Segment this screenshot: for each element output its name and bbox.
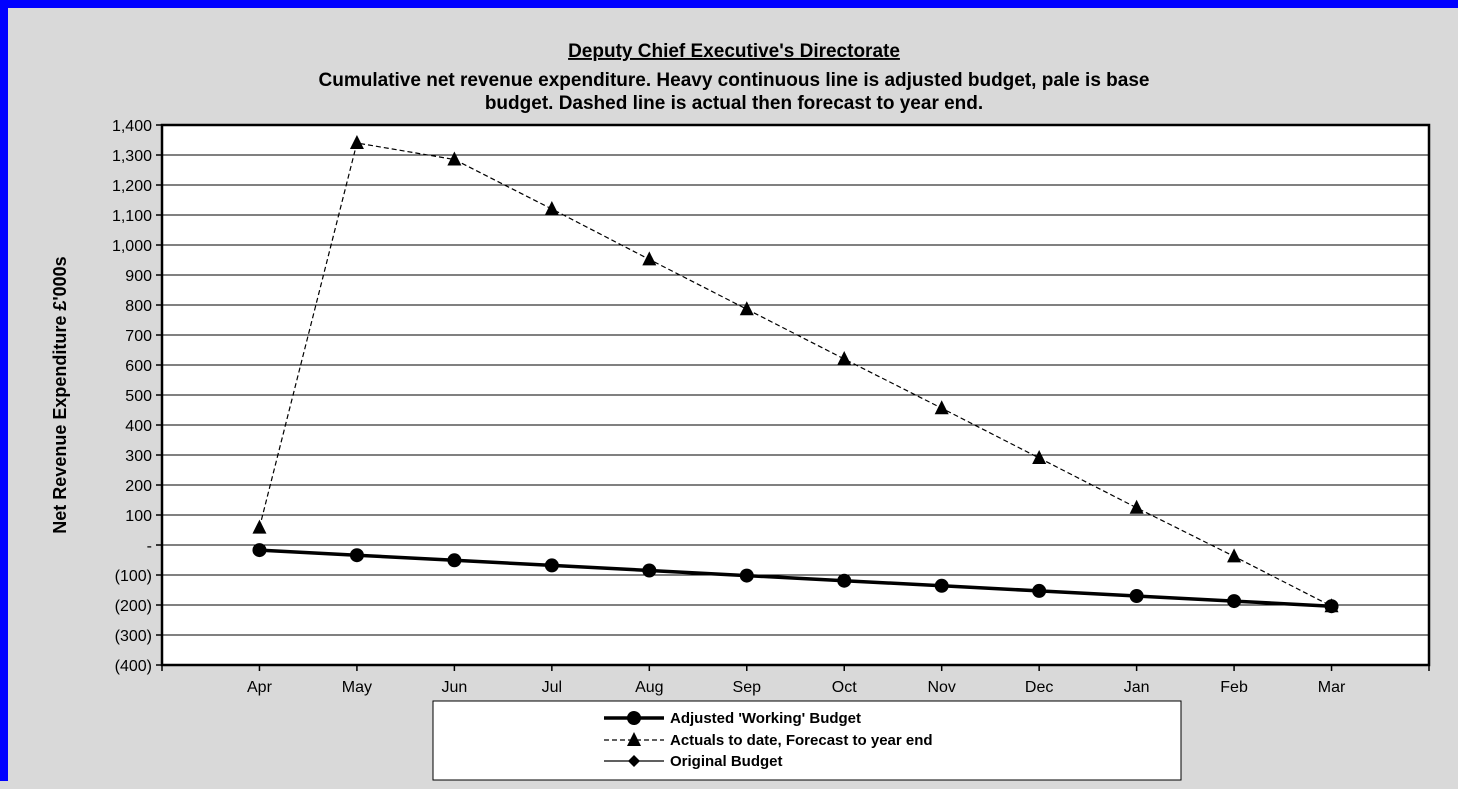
series-layer bbox=[252, 135, 1339, 614]
y-tick-label: (100) bbox=[115, 568, 152, 585]
x-tick-label: Mar bbox=[1318, 679, 1346, 696]
x-axis-ticks: Apr May Jun Jul Aug Sep Oct Nov Dec Jan Feb Mar bbox=[161, 665, 1430, 696]
y-tick-label: 300 bbox=[125, 448, 152, 465]
y-tick-label: 1,000 bbox=[112, 238, 152, 255]
data-point-circle bbox=[1324, 599, 1339, 614]
legend-label: Actuals to date, Forecast to year end bbox=[670, 732, 933, 749]
data-point-triangle bbox=[837, 351, 852, 365]
legend-label: Original Budget bbox=[670, 753, 783, 770]
data-point-circle bbox=[252, 543, 267, 558]
y-tick-label: 1,400 bbox=[112, 118, 152, 135]
y-axis-ticks: 1,400 1,300 1,200 1,100 1,000 900 800 700 600 500… bbox=[112, 118, 162, 675]
legend-label: Adjusted 'Working' Budget bbox=[670, 710, 861, 727]
legend-marker-circle bbox=[627, 711, 641, 725]
x-tick-label: Jun bbox=[441, 679, 467, 696]
data-point-triangle bbox=[1129, 499, 1144, 514]
y-tick-label: 200 bbox=[125, 478, 152, 495]
y-tick-label: 800 bbox=[125, 298, 152, 315]
chart-subtitle-line-1: Cumulative net revenue expenditure. Heav… bbox=[319, 70, 1150, 91]
x-tick-label: Jul bbox=[542, 679, 562, 696]
data-point-circle bbox=[447, 553, 462, 568]
data-point-circle bbox=[837, 573, 852, 588]
data-point-triangle bbox=[739, 301, 754, 316]
data-point-triangle bbox=[642, 251, 657, 266]
data-point-triangle bbox=[1032, 450, 1047, 464]
y-tick-label: 1,300 bbox=[112, 148, 152, 165]
y-tick-label: - bbox=[147, 538, 152, 555]
y-tick-label: (300) bbox=[115, 628, 152, 645]
x-tick-label: Aug bbox=[635, 679, 663, 696]
data-point-circle bbox=[349, 548, 364, 563]
y-axis-label: Net Revenue Expenditure £'000s bbox=[50, 256, 70, 533]
y-tick-label: 900 bbox=[125, 268, 152, 285]
legend-box bbox=[432, 700, 1182, 781]
data-point-circle bbox=[739, 568, 754, 583]
data-point-circle bbox=[642, 563, 657, 578]
chart-title: Deputy Chief Executive's Directorate bbox=[568, 41, 900, 62]
data-point-circle bbox=[544, 558, 559, 573]
x-tick-label: May bbox=[342, 679, 372, 696]
legend-items: Adjusted 'Working' Budget Actuals to date… bbox=[604, 710, 933, 770]
x-tick-label: Oct bbox=[832, 679, 857, 696]
y-tick-label: 100 bbox=[125, 508, 152, 525]
legend-marker-diamond bbox=[628, 755, 640, 767]
chart-svg: Deputy Chief Executive's Directorate Cum… bbox=[50, 41, 1431, 781]
series-triangle bbox=[252, 135, 1339, 613]
y-tick-label: 700 bbox=[125, 328, 152, 345]
data-point-circle bbox=[1227, 594, 1242, 609]
data-point-triangle bbox=[1227, 548, 1242, 563]
x-tick-label: Feb bbox=[1220, 679, 1248, 696]
data-point-circle bbox=[1032, 583, 1047, 598]
x-tick-label: Jan bbox=[1124, 679, 1150, 696]
y-tick-label: 400 bbox=[125, 418, 152, 435]
x-tick-label: Sep bbox=[733, 679, 762, 696]
y-tick-label: 500 bbox=[125, 388, 152, 405]
legend-marker-triangle bbox=[627, 732, 641, 746]
x-tick-label: Apr bbox=[247, 679, 273, 696]
data-point-circle bbox=[934, 578, 949, 593]
series-line bbox=[259, 548, 1332, 608]
chart-subtitle-line-2: budget. Dashed line is actual then forec… bbox=[485, 93, 983, 114]
plot-border bbox=[160, 123, 1431, 667]
y-tick-label: (200) bbox=[115, 598, 152, 615]
legend: Adjusted 'Working' Budget Actuals to date… bbox=[432, 700, 1182, 781]
data-point-triangle bbox=[544, 201, 559, 215]
x-tick-label: Nov bbox=[927, 679, 955, 696]
y-tick-label: 600 bbox=[125, 358, 152, 375]
data-point-triangle bbox=[447, 151, 462, 166]
data-point-triangle bbox=[934, 400, 949, 415]
y-tick-label: (400) bbox=[115, 658, 152, 675]
series-circle bbox=[252, 543, 1339, 614]
x-tick-label: Dec bbox=[1025, 679, 1053, 696]
data-point-circle bbox=[1129, 589, 1144, 603]
y-tick-label: 1,100 bbox=[112, 208, 152, 225]
data-point-triangle bbox=[349, 135, 364, 149]
data-point-triangle bbox=[252, 519, 267, 534]
y-tick-label: 1,200 bbox=[112, 178, 152, 195]
